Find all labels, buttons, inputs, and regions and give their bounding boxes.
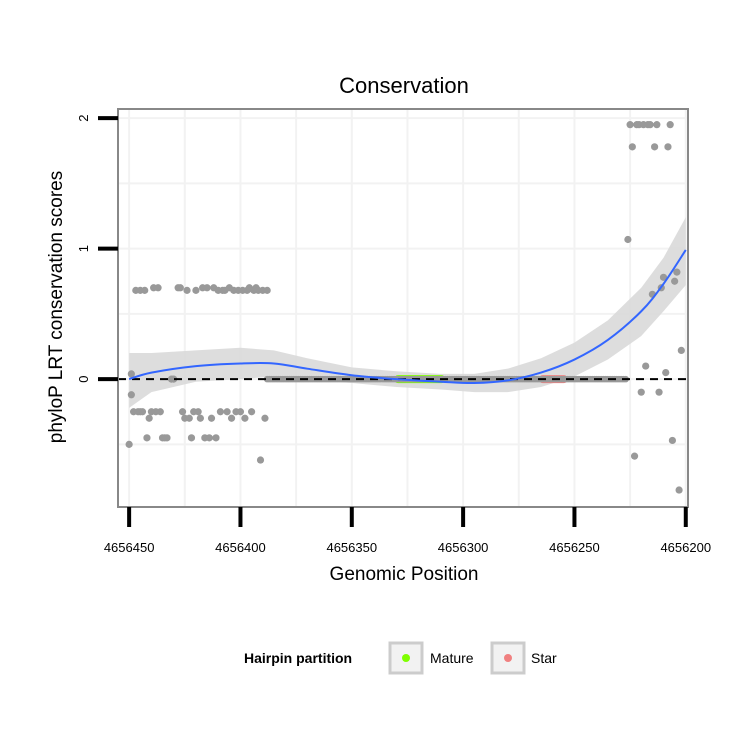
data-point (628, 143, 636, 151)
data-point (156, 408, 164, 416)
data-point (212, 434, 220, 442)
data-point (675, 486, 683, 494)
data-point (653, 121, 661, 129)
data-point (673, 268, 681, 276)
y-axis-title: phyloP LRT conservation scores (46, 171, 67, 444)
data-point (256, 456, 265, 464)
data-points (125, 121, 685, 494)
data-point (630, 452, 639, 460)
data-point (642, 362, 650, 370)
data-point (185, 414, 193, 422)
smooth-curve (128, 249, 687, 385)
data-point (666, 121, 674, 129)
data-point (241, 414, 249, 422)
legend-key-star (490, 641, 526, 675)
data-point (163, 434, 171, 442)
data-point (236, 408, 245, 416)
x-tick-label: 4656450 (104, 540, 155, 555)
data-point (176, 284, 184, 292)
y-tick-label: 1 (76, 245, 91, 252)
y-tick-label: 2 (76, 115, 91, 122)
data-point (261, 414, 269, 422)
data-point (223, 408, 231, 416)
data-point (203, 284, 211, 292)
data-point (143, 434, 151, 442)
data-point (154, 284, 162, 292)
data-point (659, 273, 668, 281)
data-point (127, 391, 135, 399)
legend-title: Hairpin partition (244, 650, 352, 666)
data-point (178, 408, 187, 416)
data-point (187, 434, 196, 442)
data-point (671, 277, 679, 285)
data-point (247, 408, 256, 416)
data-point (127, 370, 135, 378)
data-point (138, 408, 147, 416)
legend-swatch-mature (402, 654, 410, 662)
legend: Hairpin partition Mature Star (244, 641, 557, 675)
x-axis: 4656450 4656400 4656350 4656300 4656250 46562… (104, 507, 711, 555)
data-point (624, 235, 632, 244)
x-tick-label: 4656350 (326, 540, 377, 555)
panel-background (118, 109, 688, 507)
data-point (655, 388, 663, 396)
data-point (626, 121, 634, 129)
data-point (668, 436, 677, 445)
data-point (196, 414, 204, 422)
x-axis-title: Genomic Position (330, 564, 479, 585)
data-point (263, 286, 271, 294)
data-point (651, 143, 659, 151)
data-point (192, 286, 200, 294)
legend-label-mature: Mature (430, 650, 474, 666)
data-point (646, 121, 654, 129)
data-point (194, 408, 202, 416)
x-tick-label: 4656200 (660, 540, 711, 555)
legend-swatch-star (504, 654, 512, 662)
zero-points (263, 375, 629, 383)
data-point (664, 143, 672, 151)
x-tick-label: 4656400 (215, 540, 266, 555)
plot-panel (117, 108, 689, 508)
panel-border (117, 108, 689, 508)
data-point (170, 375, 178, 383)
legend-label-star: Star (531, 650, 557, 666)
data-point (207, 414, 216, 422)
data-point (125, 440, 133, 448)
data-point (183, 286, 191, 294)
data-point (662, 368, 670, 377)
confidence-ribbon (129, 217, 686, 408)
data-point (637, 388, 645, 396)
data-point (677, 346, 685, 355)
data-point (216, 408, 225, 416)
data-point (227, 414, 236, 422)
y-tick-label: 0 (76, 376, 91, 383)
chart-title: Conservation (339, 73, 469, 98)
data-point (141, 286, 149, 294)
x-tick-label: 4656250 (549, 540, 600, 555)
x-tick-label: 4656300 (438, 540, 489, 555)
y-axis: 0 1 2 (76, 115, 118, 383)
data-point (145, 414, 153, 422)
data-point (205, 434, 213, 442)
